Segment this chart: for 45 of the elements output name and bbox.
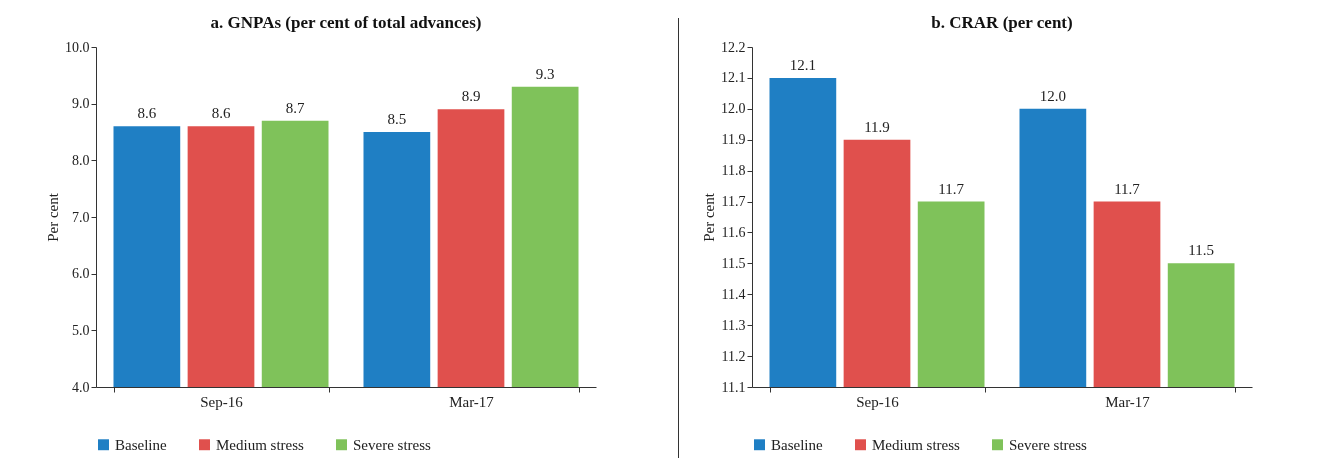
data-label: 8.9 — [461, 88, 481, 105]
x-tick-label: Mar-17 — [1105, 393, 1151, 410]
data-label: 11.7 — [1114, 180, 1141, 197]
data-label: 8.7 — [285, 99, 306, 116]
y-tick-label: 11.5 — [721, 255, 746, 271]
y-tick-label: 11.3 — [721, 317, 746, 333]
y-tick-label: 5.0 — [72, 322, 90, 338]
y-tick-label: 11.2 — [721, 348, 746, 364]
y-tick-label: 10.0 — [65, 39, 90, 55]
y-tick-label: 12.0 — [721, 101, 746, 117]
chart-title: b. CRAR (per cent) — [931, 13, 1073, 32]
y-tick-label: 12.1 — [721, 70, 746, 86]
y-tick-label: 12.2 — [721, 39, 746, 55]
y-tick-label: 8.0 — [72, 152, 90, 168]
legend-label: Severe stress — [1009, 436, 1088, 453]
data-label: 9.3 — [535, 65, 555, 82]
y-axis-title: Per cent — [701, 192, 717, 242]
x-tick-label: Mar-17 — [449, 393, 495, 410]
y-tick-label: 11.4 — [721, 286, 746, 302]
y-tick-label: 7.0 — [72, 209, 90, 225]
x-tick-label: Sep-16 — [856, 393, 900, 410]
data-label: 8.6 — [211, 105, 231, 122]
data-label: 12.0 — [1039, 87, 1066, 104]
y-tick-label: 11.9 — [721, 132, 746, 148]
y-tick-label: 11.8 — [721, 163, 746, 179]
data-label: 8.6 — [137, 105, 157, 122]
legend-label: Medium stress — [216, 436, 305, 453]
chart-title: a. GNPAs (per cent of total advances) — [210, 13, 482, 32]
y-tick-label: 11.6 — [721, 224, 746, 240]
legend-label: Baseline — [771, 436, 823, 453]
data-label: 8.5 — [387, 111, 407, 127]
legend-label: Baseline — [115, 436, 167, 453]
y-axis-title: Per cent — [45, 192, 61, 242]
y-tick-label: 6.0 — [72, 266, 90, 282]
x-tick-label: Sep-16 — [200, 393, 244, 410]
y-tick-label: 4.0 — [72, 379, 90, 395]
legend-label: Severe stress — [353, 436, 432, 453]
y-tick-label: 11.1 — [721, 379, 746, 395]
data-label: 11.5 — [1188, 242, 1214, 259]
data-label: 11.9 — [864, 118, 890, 135]
legend-label: Medium stress — [872, 436, 961, 453]
y-tick-label: 9.0 — [72, 96, 90, 112]
data-label: 12.1 — [789, 56, 816, 73]
data-label: 11.7 — [938, 180, 965, 197]
y-tick-label: 11.7 — [721, 194, 746, 210]
